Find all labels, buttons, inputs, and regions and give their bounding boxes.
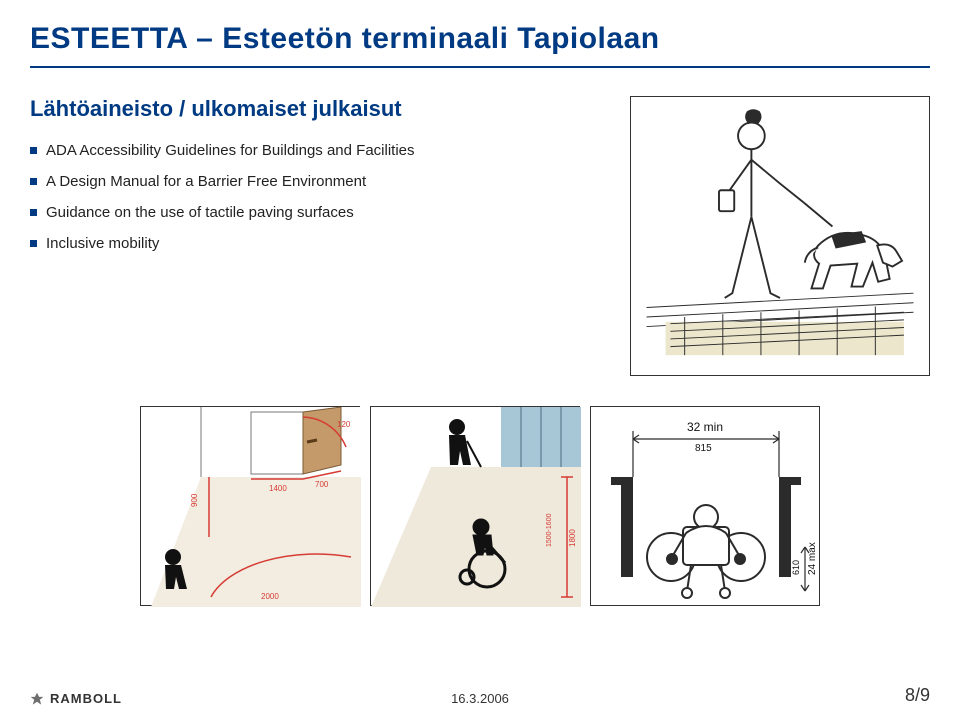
slide: ESTEETTA – Esteetön terminaali Tapiolaan… (0, 0, 960, 716)
footer: RAMBOLL 16.3.2006 8/9 (30, 685, 930, 706)
dim-label: 610 (791, 560, 801, 575)
door-diagram-icon: 1400 700 900 120 2000 (141, 407, 361, 607)
dim-label: 1800 (568, 529, 577, 547)
dim-label: 1400 (269, 484, 287, 493)
dim-label: 32 min (687, 420, 723, 434)
list-item: A Design Manual for a Barrier Free Envir… (30, 173, 610, 190)
figures-row: 1400 700 900 120 2000 (30, 406, 930, 606)
ramboll-logo-icon (30, 692, 44, 706)
list-item: Inclusive mobility (30, 235, 610, 252)
figure-door-clearance: 1400 700 900 120 2000 (140, 406, 360, 606)
subtitle: Lähtöaineisto / ulkomaiset julkaisut (30, 96, 610, 122)
right-column (630, 96, 930, 376)
dim-label: 2000 (261, 592, 279, 601)
wheelchair-clearance-icon: 32 min 815 24 max 610 (591, 407, 821, 607)
figure-guide-dog (630, 96, 930, 376)
guide-dog-icon (637, 102, 923, 370)
dim-label: 120 (337, 420, 351, 429)
list-item: Guidance on the use of tactile paving su… (30, 204, 610, 221)
figure-wheelchair-clearance: 32 min 815 24 max 610 (590, 406, 820, 606)
content-row: Lähtöaineisto / ulkomaiset julkaisut ADA… (30, 96, 930, 376)
page-title: ESTEETTA – Esteetön terminaali Tapiolaan (30, 22, 930, 56)
figure-corridor-width: 1800 1500-1600 (370, 406, 580, 606)
dim-label: 24 max (807, 542, 818, 575)
logo-text: RAMBOLL (50, 691, 122, 706)
logo: RAMBOLL (30, 691, 122, 706)
dim-label: 700 (315, 480, 329, 489)
bullet-list: ADA Accessibility Guidelines for Buildin… (30, 142, 610, 252)
left-column: Lähtöaineisto / ulkomaiset julkaisut ADA… (30, 96, 630, 376)
title-rule (30, 66, 930, 68)
dim-label: 1500-1600 (546, 513, 553, 547)
page-number: 8/9 (905, 685, 930, 706)
dim-label: 900 (190, 493, 199, 507)
list-item: ADA Accessibility Guidelines for Buildin… (30, 142, 610, 159)
footer-date: 16.3.2006 (451, 691, 509, 706)
corridor-diagram-icon: 1800 1500-1600 (371, 407, 581, 607)
dim-label: 815 (695, 443, 712, 454)
